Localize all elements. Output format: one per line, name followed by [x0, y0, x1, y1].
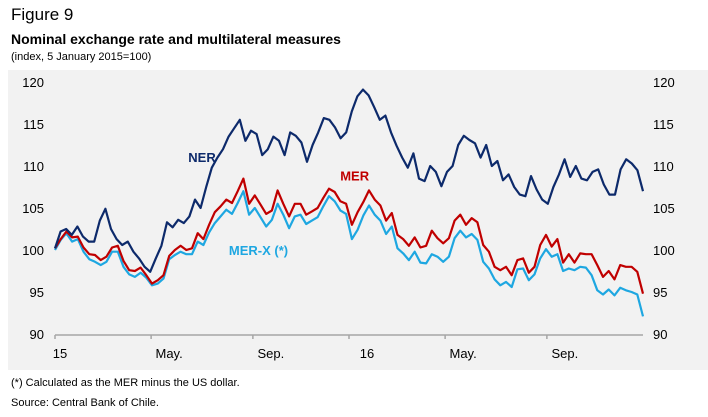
series-label: MER	[340, 168, 370, 183]
y-tick-label-left: 100	[22, 243, 44, 258]
series-line-ner	[53, 88, 645, 273]
plot-area	[8, 70, 708, 370]
x-axis: 15 May. Sep. 16 May. Sep.	[53, 334, 643, 361]
source-note: Source: Central Bank of Chile.	[11, 397, 159, 409]
y-tick-label-left: 95	[30, 285, 44, 300]
x-tick-label: May.	[450, 346, 477, 361]
y-tick-label-right: 90	[653, 327, 667, 342]
footnote: (*) Calculated as the MER minus the US d…	[11, 377, 240, 389]
y-axis-left: 90 95 100 105 110 115 120	[22, 75, 44, 342]
series-label: MER-X (*)	[229, 243, 288, 258]
figure-number: Figure 9	[11, 5, 74, 24]
series-lines	[53, 88, 645, 317]
y-tick-label-right: 110	[653, 159, 674, 174]
y-tick-label-left: 105	[22, 201, 44, 216]
y-tick-label-right: 115	[653, 117, 674, 132]
y-tick-label-left: 120	[22, 75, 44, 90]
x-tick-label: Sep.	[258, 346, 285, 361]
series-line-mer	[54, 177, 645, 294]
series-labels: NER MER MER-X (*)	[188, 150, 369, 258]
y-tick-label-left: 115	[23, 117, 44, 132]
series-line-mer-x	[54, 190, 645, 317]
y-tick-label-left: 110	[23, 159, 44, 174]
x-tick-label: May.	[156, 346, 183, 361]
x-tick-label: 16	[360, 346, 374, 361]
y-tick-label-right: 120	[653, 75, 675, 90]
x-tick-label: 15	[53, 346, 67, 361]
y-tick-label-right: 105	[653, 201, 675, 216]
y-tick-label-right: 95	[653, 285, 667, 300]
y-tick-label-left: 90	[30, 327, 44, 342]
chart-title: Nominal exchange rate and multilateral m…	[11, 31, 341, 47]
chart-subtitle: (index, 5 January 2015=100)	[11, 51, 152, 63]
x-tick-label: Sep.	[552, 346, 579, 361]
series-label: NER	[188, 150, 216, 165]
y-axis-right: 90 95 100 105 110 115 120	[653, 75, 675, 342]
y-tick-label-right: 100	[653, 243, 675, 258]
